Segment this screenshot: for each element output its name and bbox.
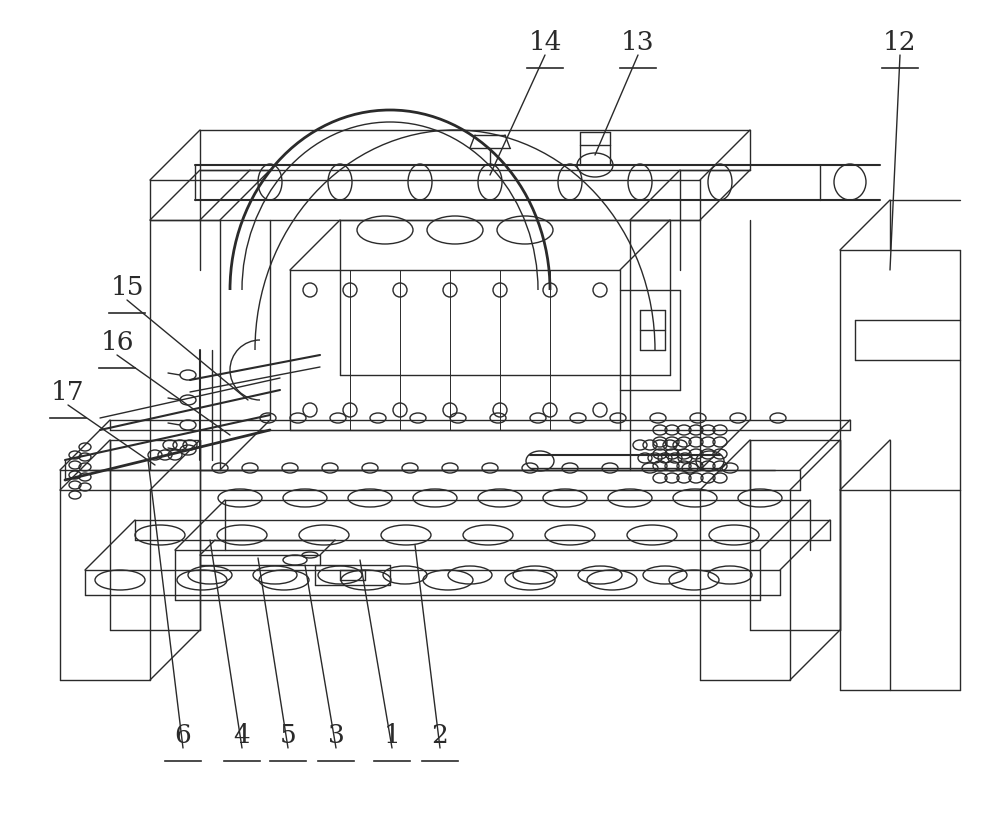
Text: 13: 13 [621,30,655,55]
Text: 4: 4 [234,723,250,748]
Text: 3: 3 [328,723,344,748]
Text: 15: 15 [110,275,144,300]
Text: 2: 2 [432,723,448,748]
Text: 17: 17 [51,380,85,405]
Text: 1: 1 [384,723,400,748]
Text: 14: 14 [528,30,562,55]
Text: 5: 5 [280,723,296,748]
Text: 16: 16 [100,330,134,355]
Text: 12: 12 [883,30,917,55]
Text: 6: 6 [175,723,191,748]
